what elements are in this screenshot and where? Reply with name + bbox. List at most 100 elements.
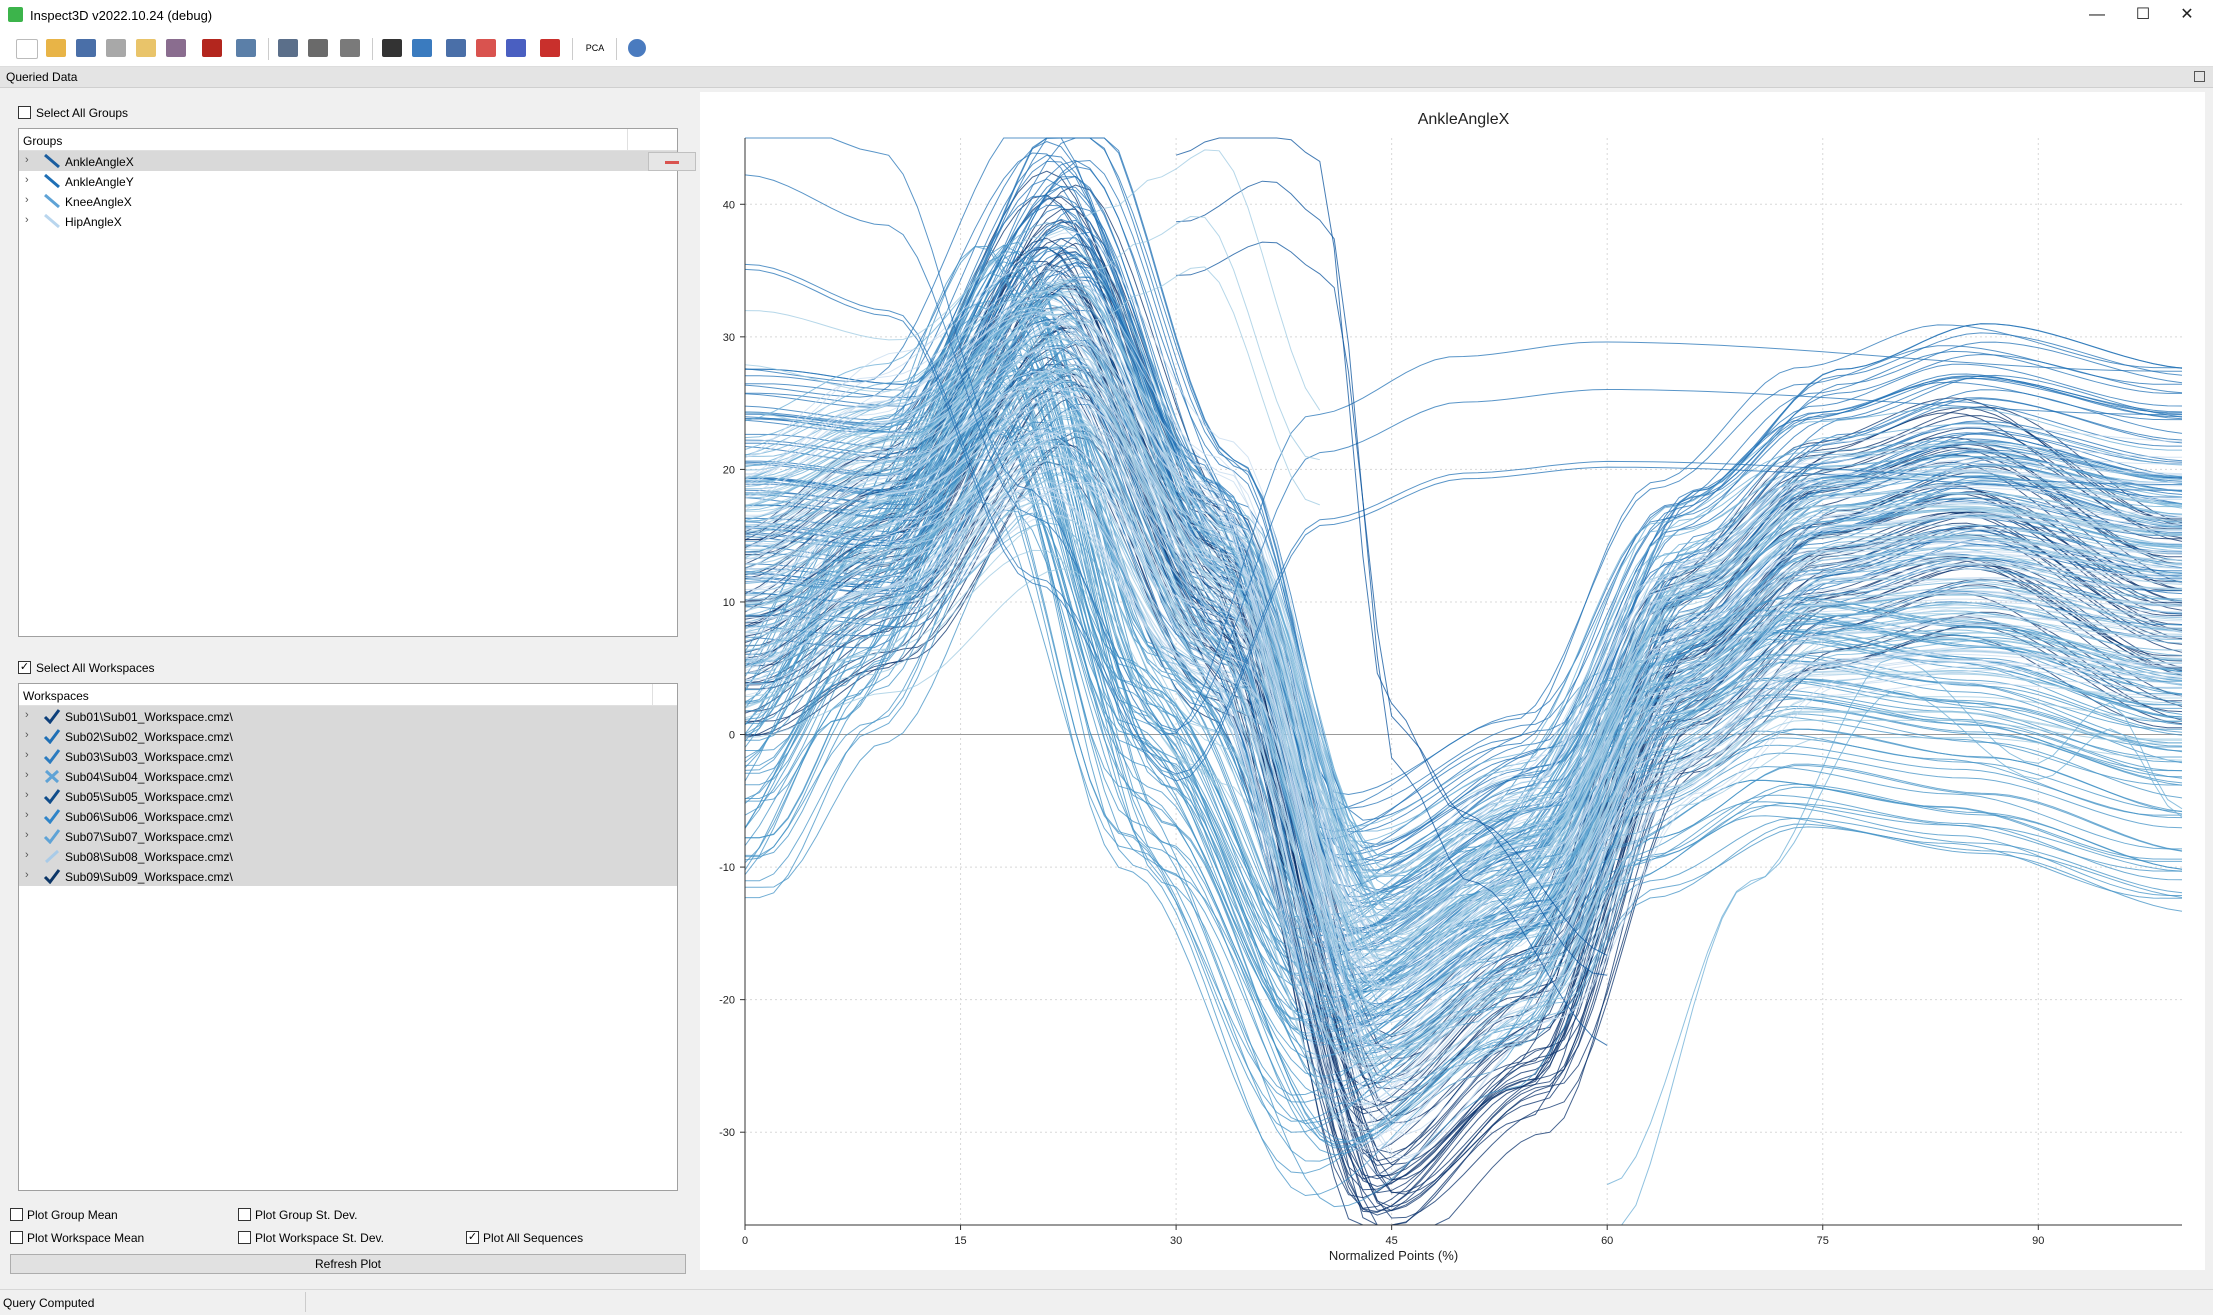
check-mark-icon	[43, 708, 61, 725]
series-line	[744, 438, 2183, 1188]
toolbar-separator	[616, 38, 617, 60]
workspaces-tree[interactable]: Workspaces › Sub01\Sub01_Workspace.cmz\ › S…	[18, 683, 678, 1191]
plot-area[interactable]: AnkleAngleX 0 15 30 45 60 75 90 -30 -20 -10 0 10 20 30…	[700, 92, 2205, 1270]
select-all-groups-checkbox[interactable]	[18, 106, 31, 119]
line-style-icon	[43, 193, 61, 209]
plot-workspace-sd-checkbox[interactable]	[238, 1231, 251, 1244]
workspace-row[interactable]: › Sub05\Sub05_Workspace.cmz\	[19, 786, 677, 806]
new-file-icon[interactable]	[16, 39, 38, 59]
save-icon[interactable]	[76, 39, 96, 57]
series-line	[744, 471, 2182, 1065]
y-tick-label: -10	[719, 862, 735, 874]
toolbar: PCA	[0, 30, 2213, 67]
export-pdf-icon[interactable]	[166, 39, 186, 57]
expand-arrow-icon[interactable]: ›	[25, 749, 29, 761]
workspace-row[interactable]: › Sub08\Sub08_Workspace.cmz\	[19, 846, 677, 866]
series-line	[745, 363, 2183, 916]
group-row[interactable]: › HipAngleX	[19, 211, 677, 231]
series-line	[744, 440, 2182, 1042]
line-chart: AnkleAngleX 0 15 30 45 60 75 90 -30 -20 -10 0 10 20 30…	[719, 111, 2183, 1263]
plot-group-sd-label: Plot Group St. Dev.	[255, 1208, 358, 1222]
group-label: AnkleAngleY	[65, 175, 134, 189]
workspace-row[interactable]: › Sub04\Sub04_Workspace.cmz\	[19, 766, 677, 786]
series-line	[745, 386, 2183, 1011]
series-line	[745, 424, 2183, 1136]
maximize-button[interactable]: ☐	[2135, 6, 2151, 23]
workspace-row[interactable]: › Sub01\Sub01_Workspace.cmz\	[19, 706, 677, 726]
open-folder-icon[interactable]	[46, 39, 66, 57]
expand-arrow-icon[interactable]: ›	[25, 194, 29, 206]
series-line	[745, 259, 2183, 914]
measure-icon[interactable]	[136, 39, 156, 57]
groups-header-label: Groups	[23, 134, 63, 148]
curve-icon[interactable]	[340, 39, 360, 57]
expand-arrow-icon[interactable]: ›	[25, 709, 29, 721]
expand-arrow-icon[interactable]: ›	[25, 829, 29, 841]
filter-off-icon[interactable]	[540, 39, 560, 57]
minus-icon	[665, 161, 679, 164]
series-line	[744, 178, 2182, 937]
import-icon[interactable]	[202, 39, 222, 57]
rotate-icon[interactable]	[308, 39, 328, 57]
refresh-plot-button[interactable]: Refresh Plot	[10, 1254, 686, 1274]
graph-dropdown-icon[interactable]	[446, 39, 466, 57]
workspace-row[interactable]: › Sub09\Sub09_Workspace.cmz\	[19, 866, 677, 886]
dropdown-menu-icon[interactable]	[236, 39, 256, 57]
group-row[interactable]: › KneeAngleX	[19, 191, 677, 211]
plot-all-sequences-checkbox[interactable]: ✓	[466, 1231, 479, 1244]
group-row[interactable]: › AnkleAngleX	[19, 151, 696, 171]
expand-arrow-icon[interactable]: ›	[25, 174, 29, 186]
close-button[interactable]: ✕	[2180, 6, 2194, 23]
series-line	[744, 336, 2182, 847]
workspaces-header-label: Workspaces	[23, 689, 89, 703]
plot-workspace-sd-label: Plot Workspace St. Dev.	[255, 1231, 384, 1245]
series-line	[744, 174, 2182, 731]
plot-group-mean-checkbox[interactable]	[10, 1208, 23, 1221]
expand-arrow-icon[interactable]: ›	[25, 729, 29, 741]
series-line	[745, 342, 2183, 877]
series-line	[745, 459, 2183, 1098]
workspace-row[interactable]: › Sub06\Sub06_Workspace.cmz\	[19, 806, 677, 826]
save-plot-icon[interactable]	[278, 39, 298, 57]
plot-workspace-mean-checkbox[interactable]	[10, 1231, 23, 1244]
group-row[interactable]: › AnkleAngleY	[19, 171, 677, 191]
series-line	[744, 568, 2183, 1077]
workspace-row[interactable]: › Sub02\Sub02_Workspace.cmz\	[19, 726, 677, 746]
float-panel-icon[interactable]	[2194, 71, 2205, 82]
help-dropdown-icon[interactable]	[628, 39, 646, 57]
header-divider	[652, 684, 653, 705]
expand-arrow-icon[interactable]: ›	[25, 769, 29, 781]
bell-curve-icon[interactable]	[506, 39, 526, 57]
groups-tree[interactable]: Groups › AnkleAngleX › AnkleAngleY › KneeAngl…	[18, 128, 696, 637]
app-icon	[8, 7, 23, 22]
minimize-button[interactable]: —	[2089, 6, 2105, 23]
plot-group-sd-checkbox[interactable]	[238, 1208, 251, 1221]
workspace-row[interactable]: › Sub03\Sub03_Workspace.cmz\	[19, 746, 677, 766]
line-style-icon	[43, 213, 61, 229]
pca-dropdown-icon[interactable]: PCA	[585, 43, 605, 53]
workspace-row[interactable]: › Sub07\Sub07_Workspace.cmz\	[19, 826, 677, 846]
series-line	[744, 289, 2182, 961]
expand-arrow-icon[interactable]: ›	[25, 849, 29, 861]
clapper-icon[interactable]	[412, 39, 432, 57]
expand-arrow-icon[interactable]: ›	[25, 809, 29, 821]
sequence-icon[interactable]	[382, 39, 402, 57]
series-line	[744, 414, 2183, 958]
series-line	[744, 414, 2182, 1197]
header-divider	[627, 129, 628, 150]
expand-arrow-icon[interactable]: ›	[25, 789, 29, 801]
workspace-label: Sub08\Sub08_Workspace.cmz\	[65, 850, 233, 864]
series-line	[744, 388, 2182, 960]
grid-icon[interactable]	[476, 39, 496, 57]
line-style-icon	[43, 153, 61, 169]
remove-group-button[interactable]	[648, 152, 696, 171]
series-line	[744, 436, 2182, 1002]
series-line	[744, 410, 2183, 988]
y-tick-label: 10	[723, 597, 735, 609]
series-line	[744, 456, 2183, 1175]
select-all-workspaces-checkbox[interactable]: ✓	[18, 661, 31, 674]
expand-arrow-icon[interactable]: ›	[25, 214, 29, 226]
expand-arrow-icon[interactable]: ›	[25, 869, 29, 881]
expand-arrow-icon[interactable]: ›	[25, 154, 29, 166]
series-line	[744, 467, 2183, 1046]
